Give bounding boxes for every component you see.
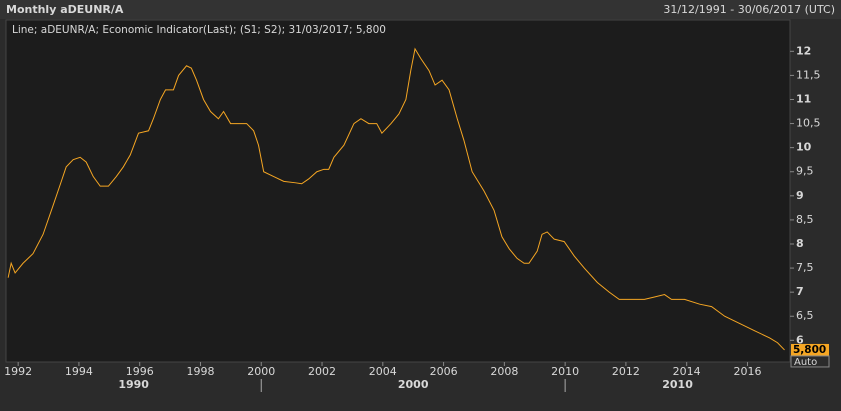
decade-label: 2010: [662, 378, 693, 391]
chart-title: Monthly aDEUNR/A: [6, 3, 124, 16]
x-tick-label: 2006: [430, 365, 458, 378]
y-tick-label: 9: [796, 189, 804, 202]
x-tick-label: 2000: [247, 365, 275, 378]
x-tick-label: 1996: [126, 365, 154, 378]
y-tick-label: 11: [796, 92, 811, 105]
x-tick-label: 2004: [369, 365, 397, 378]
y-tick-label: 8,5: [796, 213, 814, 226]
y-tick-label: 7: [796, 285, 804, 298]
decade-label: 1990: [118, 378, 149, 391]
x-tick-label: 2002: [308, 365, 336, 378]
legend-text: Line; aDEUNR/A; Economic Indicator(Last)…: [12, 24, 386, 36]
x-tick-label: 1992: [4, 365, 32, 378]
plot-area: [5, 19, 791, 363]
y-tick-label: 11,5: [796, 68, 821, 81]
y-tick-label: 6: [796, 333, 804, 346]
x-tick-label: 2010: [551, 365, 579, 378]
y-tick-label: 8: [796, 237, 804, 250]
auto-label: Auto: [794, 357, 817, 368]
date-range: 31/12/1991 - 30/06/2017 (UTC): [663, 3, 835, 16]
x-tick-label: 2014: [673, 365, 701, 378]
line-series: [7, 47, 785, 351]
y-tick-label: 6,5: [796, 309, 814, 322]
header-bar: [0, 0, 841, 19]
x-tick-label: 2012: [612, 365, 640, 378]
decade-label: 2000: [398, 378, 429, 391]
x-tick-label: 1998: [186, 365, 214, 378]
x-tick-label: 2008: [490, 365, 518, 378]
x-tick-label: 2016: [733, 365, 761, 378]
y-tick-label: 10: [796, 141, 812, 154]
y-tick-label: 10,5: [796, 117, 821, 130]
y-tick-label: 12: [796, 44, 811, 57]
last-value-box: [791, 343, 829, 356]
x-tick-label: 1994: [65, 365, 93, 378]
y-tick-label: 9,5: [796, 165, 814, 178]
y-tick-label: 7,5: [796, 261, 814, 274]
auto-box: [790, 355, 830, 368]
last-value-label: 5,800: [793, 344, 826, 356]
